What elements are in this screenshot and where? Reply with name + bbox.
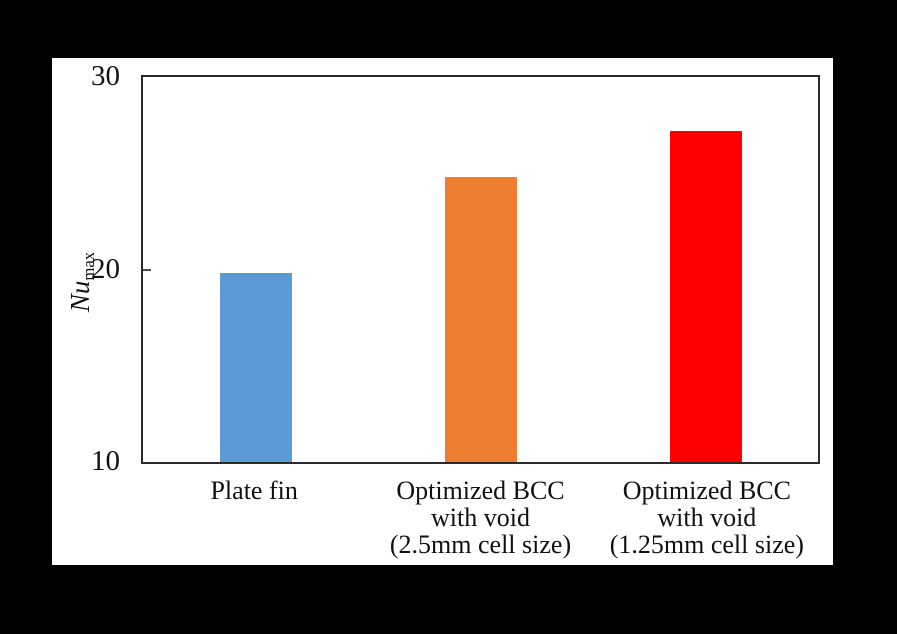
x-category-label-3: Optimized BCC with void (1.25mm cell siz… (609, 476, 804, 559)
y-tick-label-30: 30 (91, 60, 120, 92)
bar-1 (219, 273, 292, 462)
plot-area (141, 75, 820, 464)
x-axis-labels: Plate fin Optimized BCC with void (2.5mm … (141, 477, 820, 565)
bar-3 (669, 130, 742, 462)
bar-2 (444, 177, 517, 462)
y-tick-mark-20 (143, 268, 151, 271)
y-tick-label-10: 10 (91, 445, 120, 477)
chart-panel: Numax Plate fin Optimized BCC with void (… (52, 58, 833, 565)
y-axis-title-italic: Nu (65, 280, 96, 313)
y-tick-label-20: 20 (91, 252, 120, 285)
x-category-label-2: Optimized BCC with void (2.5mm cell size… (389, 476, 572, 559)
x-category-label-1: Plate fin (210, 476, 298, 505)
